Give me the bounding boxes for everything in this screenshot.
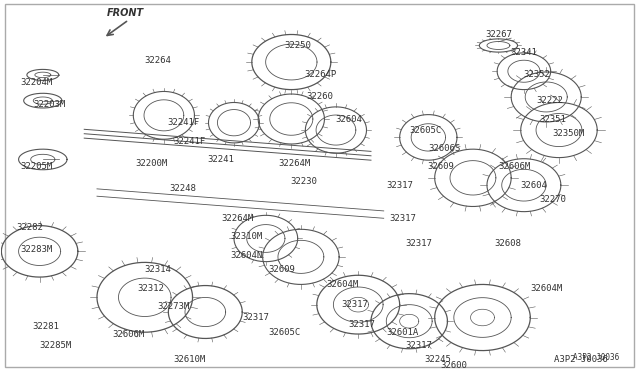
Text: 32245: 32245: [424, 355, 451, 364]
Text: 32604: 32604: [520, 181, 547, 190]
Text: 32248: 32248: [170, 185, 196, 193]
Text: 32285M: 32285M: [40, 341, 72, 350]
Text: 32281: 32281: [33, 322, 60, 331]
Text: 32241F: 32241F: [173, 137, 205, 145]
Text: 32606S: 32606S: [428, 144, 460, 153]
Text: 32317: 32317: [389, 214, 416, 223]
Text: 32605C: 32605C: [269, 328, 301, 337]
Text: 32600: 32600: [440, 361, 467, 370]
Text: 32352: 32352: [524, 70, 550, 79]
Text: 32341: 32341: [511, 48, 538, 57]
Text: 32273M: 32273M: [157, 302, 189, 311]
Text: 32317: 32317: [348, 320, 375, 329]
Text: 32317: 32317: [405, 240, 432, 248]
Text: 32317: 32317: [243, 313, 269, 322]
Text: 32264M: 32264M: [221, 214, 253, 223]
Text: 32317: 32317: [342, 300, 369, 309]
Text: 32205M: 32205M: [20, 162, 52, 171]
Text: 32264: 32264: [144, 56, 171, 65]
Text: 32310M: 32310M: [230, 232, 263, 241]
Text: 32222: 32222: [536, 96, 563, 105]
Text: 32609: 32609: [268, 265, 295, 274]
Text: 32609: 32609: [428, 162, 454, 171]
Text: A3P2 J0036: A3P2 J0036: [554, 355, 608, 364]
Text: 32351: 32351: [539, 115, 566, 124]
Text: 32606M: 32606M: [113, 330, 145, 339]
Text: 32317: 32317: [405, 341, 432, 350]
Text: 32282: 32282: [17, 223, 44, 232]
Text: 32605C: 32605C: [409, 125, 441, 135]
Text: 32604M: 32604M: [326, 280, 358, 289]
Text: FRONT: FRONT: [107, 8, 144, 18]
Text: 32314: 32314: [144, 265, 171, 274]
Text: 32204M: 32204M: [20, 78, 52, 87]
Text: 32317: 32317: [386, 181, 413, 190]
Text: 32610M: 32610M: [173, 355, 205, 364]
Text: 32264P: 32264P: [304, 70, 336, 79]
Text: 32604M: 32604M: [530, 283, 563, 293]
Text: 32283M: 32283M: [20, 245, 52, 254]
Text: 32350M: 32350M: [552, 129, 585, 138]
Text: 32230: 32230: [291, 177, 317, 186]
Text: 32260: 32260: [307, 93, 333, 102]
Text: 32264M: 32264M: [278, 158, 310, 168]
Text: 32601A: 32601A: [387, 328, 419, 337]
Text: 32604N: 32604N: [230, 250, 263, 260]
Text: 32200M: 32200M: [135, 158, 167, 168]
Text: 32312: 32312: [138, 283, 164, 293]
Text: 32608: 32608: [495, 240, 522, 248]
Text: 32250: 32250: [284, 41, 311, 50]
Text: 32203M: 32203M: [33, 100, 65, 109]
Text: 32241F: 32241F: [167, 118, 199, 127]
Text: A3P2 J0036: A3P2 J0036: [573, 353, 620, 362]
Text: 32267: 32267: [485, 30, 512, 39]
Text: 32604: 32604: [335, 115, 362, 124]
Text: 32241: 32241: [208, 155, 235, 164]
Text: 32270: 32270: [539, 195, 566, 204]
Text: 32606M: 32606M: [498, 162, 531, 171]
